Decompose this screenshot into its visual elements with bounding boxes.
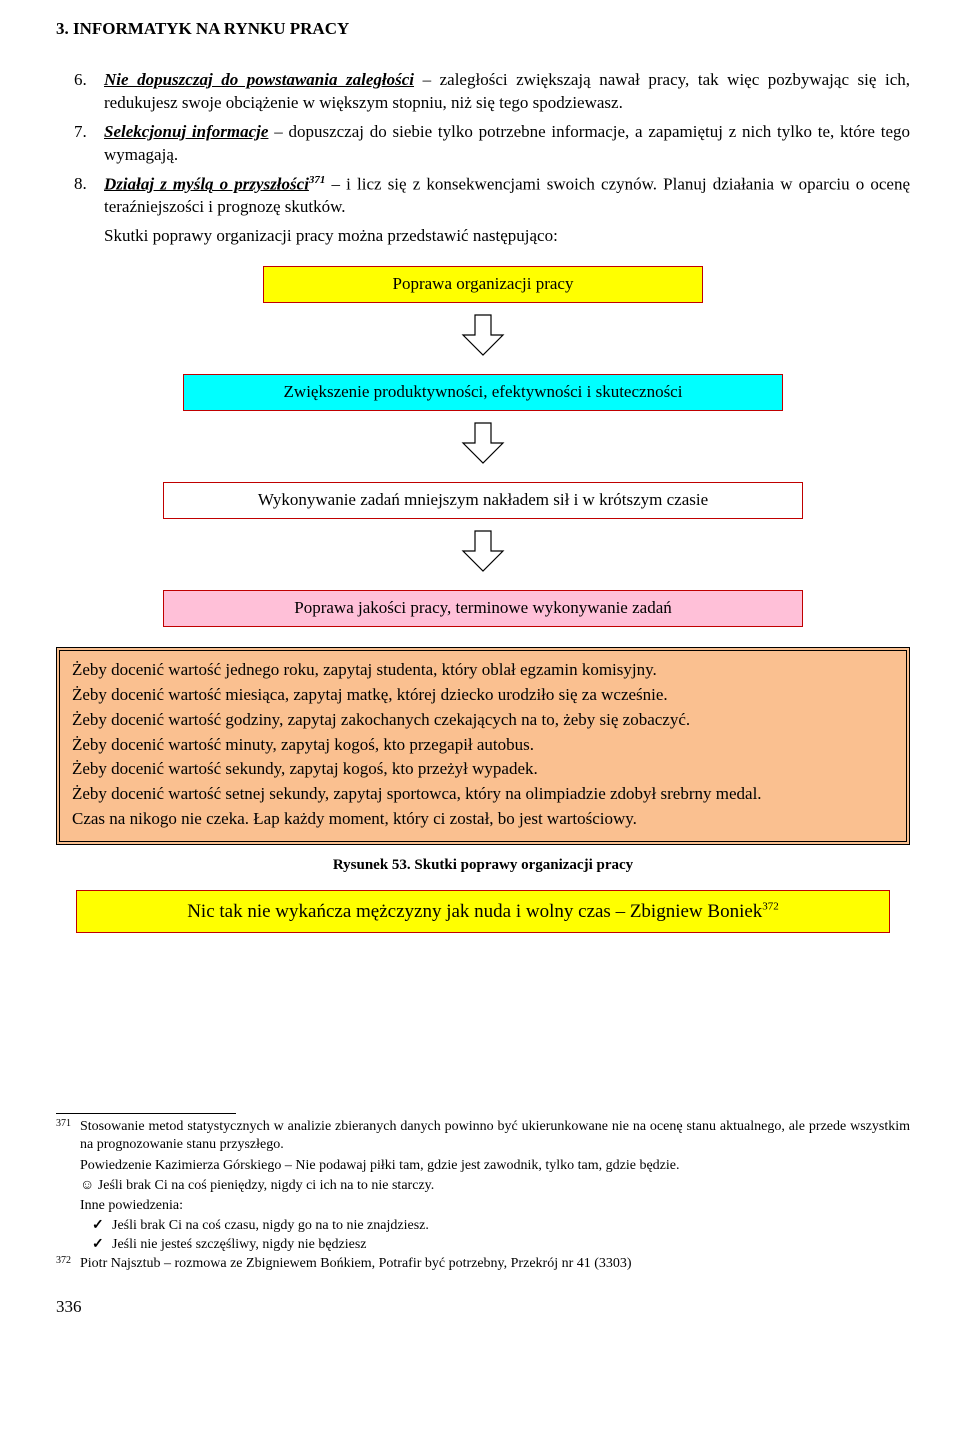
footnote-number: 371 xyxy=(56,1117,71,1130)
list-item-7: 7. Selekcjonuj informacje – dopuszczaj d… xyxy=(56,121,910,167)
flowchart: Poprawa organizacji pracy Zwiększenie pr… xyxy=(56,266,910,627)
quote-line: Żeby docenić wartość minuty, zapytaj kog… xyxy=(72,734,894,757)
item-lead: Selekcjonuj informacje xyxy=(104,122,268,141)
quote-line: Żeby docenić wartość jednego roku, zapyt… xyxy=(72,659,894,682)
item-lead: Działaj z myślą o przyszłości xyxy=(104,174,309,193)
quote-box: Żeby docenić wartość jednego roku, zapyt… xyxy=(56,647,910,846)
footnote-number: 372 xyxy=(56,1254,71,1267)
footnote-371: 371 Stosowanie metod statystycznych w an… xyxy=(56,1118,910,1154)
footnote-text: Jeśli brak Ci na coś czasu, nigdy go na … xyxy=(112,1218,429,1233)
footnote-line: ☺ Jeśli brak Ci na coś pieniędzy, nigdy … xyxy=(56,1177,910,1195)
flow-box-4: Poprawa jakości pracy, terminowe wykonyw… xyxy=(163,590,803,627)
item-number: 8. xyxy=(74,173,87,196)
item-number: 7. xyxy=(74,121,87,144)
check-icon: ✓ xyxy=(92,1217,104,1235)
footnote-text: Stosowanie metod statystycznych w analiz… xyxy=(80,1119,910,1152)
footnotes: 371 Stosowanie metod statystycznych w an… xyxy=(56,1113,910,1274)
footnote-text: Piotr Najsztub – rozmowa ze Zbigniewem B… xyxy=(80,1256,632,1271)
footnote-separator xyxy=(56,1113,236,1114)
flow-arrow xyxy=(56,419,910,474)
flow-box-2: Zwiększenie produktywności, efektywności… xyxy=(183,374,783,411)
list-item-8: 8. Działaj z myślą o przyszłości371 – i … xyxy=(56,173,910,220)
list-item-6: 6. Nie dopuszczaj do powstawania zaległo… xyxy=(56,69,910,115)
item-number: 6. xyxy=(74,69,87,92)
footnote-bullet: ✓ Jeśli brak Ci na coś czasu, nigdy go na… xyxy=(56,1217,910,1235)
boniek-quote: Nic tak nie wykańcza mężczyzny jak nuda … xyxy=(76,890,890,934)
quote-line: Żeby docenić wartość miesiąca, zapytaj m… xyxy=(72,684,894,707)
footnote-ref: 372 xyxy=(762,900,779,912)
footnote-line: Inne powiedzenia: xyxy=(56,1197,910,1215)
item-lead: Nie dopuszczaj do powstawania zaległości xyxy=(104,70,414,89)
quote-line: Żeby docenić wartość godziny, zapytaj za… xyxy=(72,709,894,732)
footnote-bullet: ✓ Jeśli nie jesteś szczęśliwy, nigdy nie … xyxy=(56,1236,910,1254)
figure-caption: Rysunek 53. Skutki poprawy organizacji p… xyxy=(56,855,910,875)
check-icon: ✓ xyxy=(92,1236,104,1254)
page-number: 336 xyxy=(56,1296,910,1319)
flow-arrow xyxy=(56,311,910,366)
quote-line: Żeby docenić wartość sekundy, zapytaj ko… xyxy=(72,758,894,781)
flow-box-1: Poprawa organizacji pracy xyxy=(263,266,703,303)
footnote-ref: 371 xyxy=(309,174,326,186)
footnote-text: Jeśli nie jesteś szczęśliwy, nigdy nie b… xyxy=(112,1237,367,1252)
section-heading: 3. INFORMATYK NA RYNKU PRACY xyxy=(56,18,910,41)
intro-text: Skutki poprawy organizacji pracy można p… xyxy=(56,225,910,248)
footnote-line: Powiedzenie Kazimierza Górskiego – Nie p… xyxy=(56,1157,910,1175)
quote-text: Nic tak nie wykańcza mężczyzny jak nuda … xyxy=(187,901,762,922)
flow-arrow xyxy=(56,527,910,582)
quote-line: Żeby docenić wartość setnej sekundy, zap… xyxy=(72,783,894,806)
quote-line: Czas na nikogo nie czeka. Łap każdy mome… xyxy=(72,808,894,831)
footnote-372: 372 Piotr Najsztub – rozmowa ze Zbigniew… xyxy=(56,1255,910,1273)
flow-box-3: Wykonywanie zadań mniejszym nakładem sił… xyxy=(163,482,803,519)
